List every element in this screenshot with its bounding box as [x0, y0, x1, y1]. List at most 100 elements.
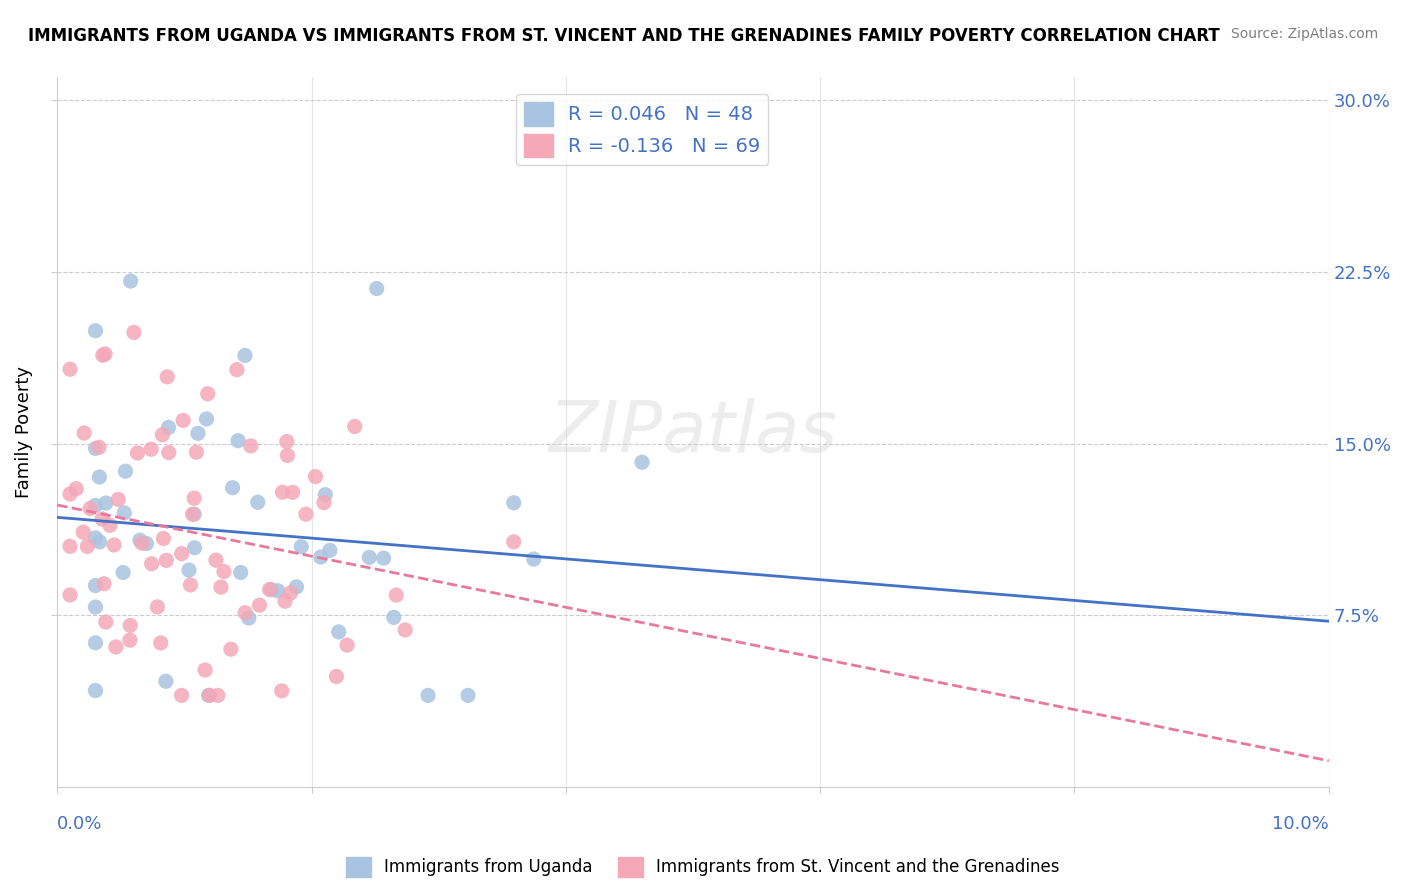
Point — [179, 578, 201, 592]
Point — [274, 594, 297, 608]
Point — [84, 600, 107, 615]
Point — [84, 324, 107, 338]
Point — [246, 495, 269, 509]
Point — [84, 499, 107, 513]
Point — [226, 434, 249, 448]
Point — [84, 442, 107, 456]
Point — [104, 640, 127, 654]
Point — [197, 386, 219, 401]
Point — [502, 496, 524, 510]
Point — [84, 578, 107, 592]
Point — [120, 274, 142, 288]
Point — [152, 427, 174, 442]
Point — [523, 552, 546, 566]
Point — [141, 557, 163, 571]
Point — [59, 539, 82, 553]
Point — [270, 684, 292, 698]
Point — [280, 586, 302, 600]
Legend: R = 0.046   N = 48, R = -0.136   N = 69: R = 0.046 N = 48, R = -0.136 N = 69 — [516, 95, 769, 165]
Point — [141, 442, 163, 457]
Point — [91, 512, 114, 526]
Point — [233, 606, 256, 620]
Point — [89, 535, 111, 549]
Point — [502, 534, 524, 549]
Point — [328, 624, 350, 639]
Point — [93, 576, 115, 591]
Y-axis label: Family Poverty: Family Poverty — [15, 367, 32, 499]
Point — [59, 487, 82, 501]
Point — [225, 362, 247, 376]
Point — [238, 611, 260, 625]
Point — [94, 347, 117, 361]
Point — [314, 488, 336, 502]
Point — [149, 636, 172, 650]
Point — [76, 540, 98, 554]
Point — [131, 536, 153, 550]
Point — [127, 446, 149, 460]
Point — [295, 508, 318, 522]
Point — [65, 482, 87, 496]
Point — [177, 563, 200, 577]
Point — [373, 551, 395, 566]
Text: ZIPatlas: ZIPatlas — [548, 398, 838, 467]
Point — [155, 553, 177, 567]
Point — [129, 533, 152, 548]
Point — [89, 470, 111, 484]
Text: 0.0%: 0.0% — [58, 815, 103, 833]
Point — [239, 439, 262, 453]
Point — [94, 615, 117, 629]
Point — [343, 419, 366, 434]
Point — [271, 485, 294, 500]
Point — [84, 636, 107, 650]
Point — [155, 674, 177, 689]
Point — [319, 543, 342, 558]
Point — [114, 464, 136, 478]
Point — [205, 553, 228, 567]
Point — [59, 588, 82, 602]
Text: 10.0%: 10.0% — [1272, 815, 1329, 833]
Point — [276, 449, 298, 463]
Point — [233, 349, 256, 363]
Point — [325, 669, 347, 683]
Point — [260, 582, 283, 597]
Point — [172, 413, 194, 427]
Point — [304, 469, 326, 483]
Point — [72, 525, 94, 540]
Point — [416, 689, 439, 703]
Point — [259, 582, 281, 597]
Point — [267, 583, 290, 598]
Point — [385, 588, 408, 602]
Point — [112, 506, 135, 520]
Point — [122, 326, 145, 340]
Point — [59, 362, 82, 376]
Point — [84, 683, 107, 698]
Point — [209, 580, 232, 594]
Point — [135, 536, 157, 550]
Point — [366, 281, 388, 295]
Point — [183, 507, 205, 521]
Point — [183, 541, 205, 555]
Point — [187, 426, 209, 441]
Point — [84, 531, 107, 545]
Point — [281, 485, 304, 500]
Point — [219, 642, 242, 657]
Point — [94, 496, 117, 510]
Point — [197, 689, 219, 703]
Point — [382, 610, 405, 624]
Point — [146, 599, 169, 614]
Point — [112, 566, 135, 580]
Point — [212, 565, 235, 579]
Point — [156, 369, 179, 384]
Point — [170, 689, 193, 703]
Point — [290, 540, 312, 554]
Point — [157, 445, 180, 459]
Point — [73, 425, 96, 440]
Point — [336, 638, 359, 652]
Point — [181, 508, 204, 522]
Point — [118, 633, 141, 648]
Point — [170, 547, 193, 561]
Point — [276, 434, 298, 449]
Point — [359, 550, 381, 565]
Point — [312, 495, 335, 509]
Point — [186, 445, 208, 459]
